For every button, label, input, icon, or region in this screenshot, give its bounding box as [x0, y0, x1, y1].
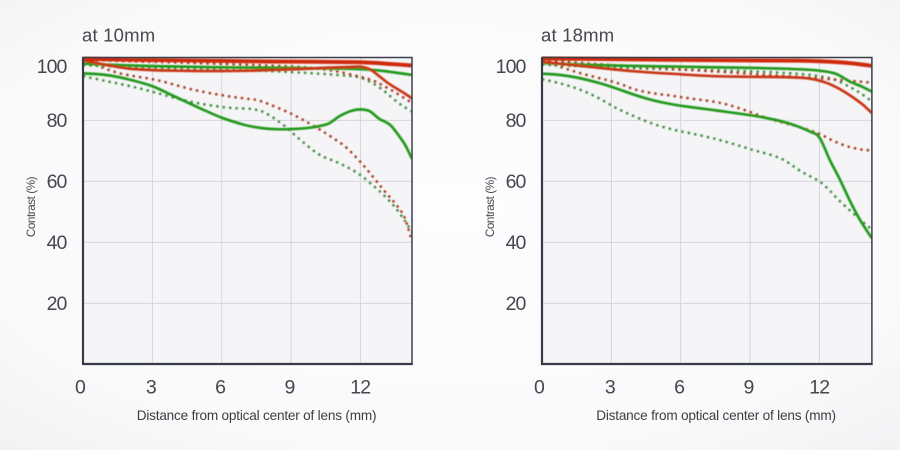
svg-text:at 18mm: at 18mm [541, 24, 614, 45]
svg-text:12: 12 [809, 377, 829, 399]
svg-text:100: 100 [37, 56, 68, 78]
svg-text:0: 0 [534, 377, 545, 399]
svg-text:40: 40 [47, 232, 68, 254]
svg-text:100: 100 [496, 56, 527, 78]
svg-text:6: 6 [674, 377, 684, 399]
svg-text:Distance from optical center o: Distance from optical center of lens (mm… [137, 408, 377, 423]
svg-text:80: 80 [506, 110, 527, 132]
svg-text:Distance from optical center o: Distance from optical center of lens (mm… [596, 408, 836, 423]
svg-text:40: 40 [506, 232, 527, 254]
svg-text:60: 60 [47, 171, 68, 193]
svg-text:9: 9 [285, 377, 295, 399]
svg-text:Contrast (%): Contrast (%) [25, 176, 38, 237]
svg-text:0: 0 [75, 377, 86, 399]
svg-text:3: 3 [605, 377, 615, 399]
svg-text:3: 3 [146, 377, 156, 399]
svg-text:Contrast (%): Contrast (%) [484, 176, 497, 237]
svg-text:20: 20 [47, 293, 68, 315]
svg-text:80: 80 [47, 110, 68, 132]
svg-text:9: 9 [744, 377, 754, 399]
svg-text:20: 20 [506, 293, 527, 315]
svg-text:12: 12 [350, 377, 370, 399]
svg-text:at 10mm: at 10mm [82, 24, 155, 45]
svg-text:6: 6 [215, 377, 225, 399]
svg-text:60: 60 [506, 171, 527, 193]
